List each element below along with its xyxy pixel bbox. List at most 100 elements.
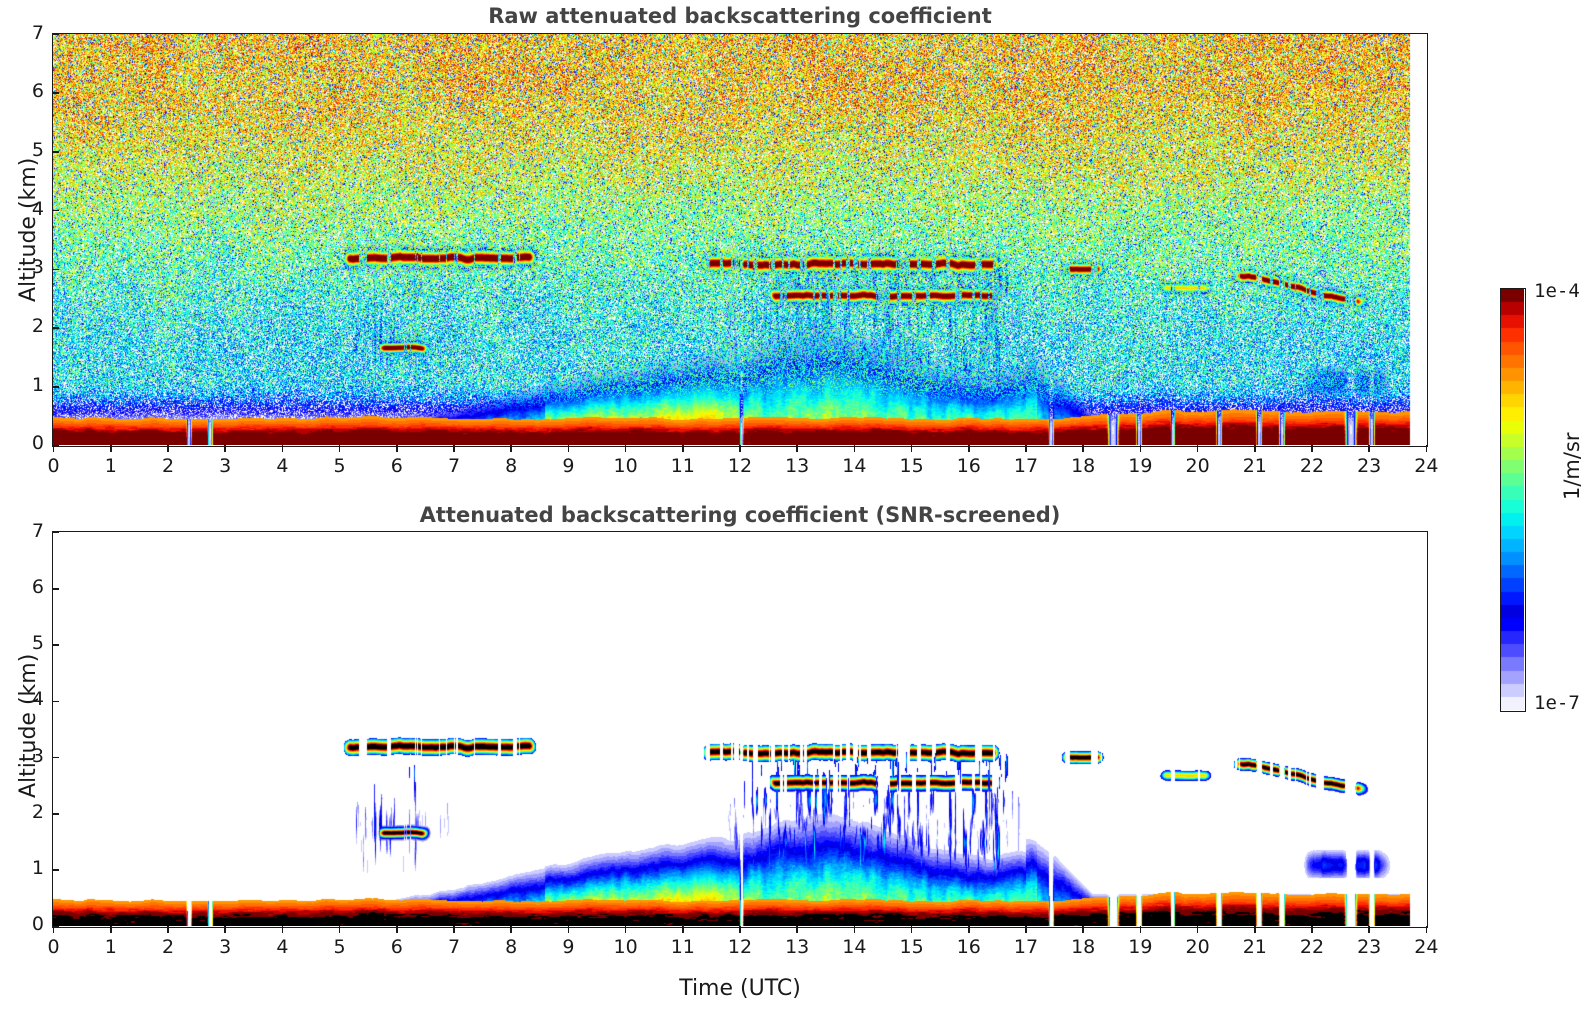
colorbar-unit-label: 1/m/sr [1560, 432, 1584, 500]
x-tick-1-23 [1368, 926, 1370, 934]
y-tick-label-1-4: 4 [31, 688, 44, 711]
y-tick-label-1-6: 6 [31, 575, 44, 598]
x-tick-1-9 [567, 926, 570, 934]
x-tick-0-13 [796, 445, 798, 453]
x-tick-label-4: 4 [276, 936, 289, 958]
x-tick-0-24 [1425, 445, 1428, 453]
x-tick-label-top-9: 9 [562, 455, 575, 477]
y-tick-label-1-0: 0 [31, 913, 44, 936]
x-tick-label-top-15: 15 [899, 455, 924, 477]
x-tick-label-21: 21 [1242, 936, 1267, 958]
y-tick-1-7 [52, 531, 59, 534]
x-tick-label-top-20: 20 [1185, 455, 1210, 477]
x-tick-1-22 [1311, 926, 1313, 934]
x-tick-label-top-18: 18 [1071, 455, 1096, 477]
x-tick-0-9 [567, 445, 570, 453]
y-tick-1-4 [52, 700, 59, 703]
y-axis-label-screened: Altitude (km) [16, 653, 41, 798]
y-tick-1-6 [52, 588, 59, 590]
x-tick-label-top-22: 22 [1299, 455, 1325, 477]
x-tick-label-top-4: 4 [276, 455, 289, 477]
x-tick-label-9: 9 [562, 936, 575, 958]
x-tick-label-7: 7 [447, 936, 461, 958]
y-tick-0-7 [52, 33, 59, 36]
x-tick-0-22 [1311, 445, 1313, 453]
x-tick-label-22: 22 [1299, 936, 1325, 958]
x-tick-label-3: 3 [219, 936, 232, 958]
x-tick-1-5 [338, 926, 341, 934]
x-tick-label-8: 8 [505, 936, 518, 958]
x-tick-0-11 [682, 445, 684, 453]
x-tick-label-top-24: 24 [1414, 455, 1439, 477]
x-tick-1-14 [853, 926, 856, 934]
x-tick-1-3 [224, 926, 226, 934]
y-tick-1-0 [52, 925, 59, 928]
colorbar-min-label: 1e-7 [1534, 692, 1580, 714]
x-tick-1-24 [1425, 926, 1428, 934]
y-tick-label-0-3: 3 [31, 256, 44, 279]
x-tick-label-top-13: 13 [785, 455, 810, 477]
x-tick-label-top-10: 10 [613, 455, 638, 477]
x-tick-label-15: 15 [899, 936, 924, 958]
y-tick-label-0-4: 4 [31, 197, 44, 220]
x-tick-label-17: 17 [1013, 936, 1039, 958]
y-tick-label-0-5: 5 [31, 138, 44, 161]
colorbar[interactable] [1500, 288, 1526, 712]
x-tick-1-20 [1196, 926, 1199, 934]
colorbar-max-label: 1e-4 [1534, 280, 1580, 302]
x-tick-label-14: 14 [842, 936, 867, 958]
x-tick-0-16 [968, 445, 970, 453]
y-tick-0-1 [52, 385, 59, 388]
x-tick-0-15 [910, 445, 913, 453]
x-tick-0-20 [1196, 445, 1199, 453]
x-tick-0-8 [510, 445, 512, 453]
x-tick-1-13 [796, 926, 798, 934]
x-tick-label-top-11: 11 [670, 455, 695, 477]
x-tick-label-5: 5 [333, 936, 346, 958]
x-tick-0-2 [167, 445, 169, 453]
x-tick-0-10 [624, 445, 627, 453]
x-tick-label-top-12: 12 [727, 455, 753, 477]
y-tick-0-4 [52, 209, 59, 212]
x-tick-1-18 [1082, 926, 1084, 934]
x-tick-1-16 [968, 926, 970, 934]
x-axis-label: Time (UTC) [679, 976, 801, 1001]
x-tick-label-top-19: 19 [1128, 455, 1153, 477]
x-tick-1-8 [510, 926, 512, 934]
x-tick-1-19 [1139, 926, 1142, 934]
y-tick-0-3 [52, 268, 59, 271]
x-tick-0-6 [396, 445, 398, 453]
x-tick-label-20: 20 [1185, 936, 1210, 958]
x-tick-1-1 [110, 926, 112, 934]
x-tick-label-24: 24 [1414, 936, 1439, 958]
x-tick-1-2 [167, 926, 169, 934]
x-tick-label-12: 12 [727, 936, 753, 958]
x-tick-label-16: 16 [956, 936, 981, 958]
x-tick-label-top-14: 14 [842, 455, 867, 477]
x-tick-label-top-6: 6 [390, 455, 403, 477]
x-tick-0-21 [1254, 445, 1256, 453]
x-tick-label-top-7: 7 [447, 455, 461, 477]
x-tick-0-1 [110, 445, 112, 453]
y-tick-1-5 [52, 644, 59, 646]
x-tick-0-3 [224, 445, 226, 453]
x-tick-label-top-16: 16 [956, 455, 981, 477]
x-tick-1-11 [682, 926, 684, 934]
plot-area-raw[interactable] [52, 33, 1428, 447]
x-tick-0-4 [281, 445, 284, 453]
y-tick-label-1-1: 1 [31, 857, 44, 880]
x-tick-label-top-5: 5 [333, 455, 346, 477]
y-tick-0-6 [52, 92, 59, 95]
x-tick-1-6 [396, 926, 398, 934]
panel-title-screened: Attenuated backscattering coefficient (S… [419, 503, 1061, 527]
x-tick-label-top-2: 2 [161, 455, 175, 477]
y-tick-label-0-1: 1 [31, 373, 44, 396]
x-tick-label-top-17: 17 [1013, 455, 1039, 477]
x-tick-label-18: 18 [1071, 936, 1096, 958]
x-tick-1-21 [1254, 926, 1256, 934]
x-tick-label-top-23: 23 [1357, 455, 1382, 477]
x-tick-0-5 [338, 445, 341, 453]
plot-area-screened[interactable] [52, 531, 1428, 928]
x-tick-label-2: 2 [161, 936, 175, 958]
